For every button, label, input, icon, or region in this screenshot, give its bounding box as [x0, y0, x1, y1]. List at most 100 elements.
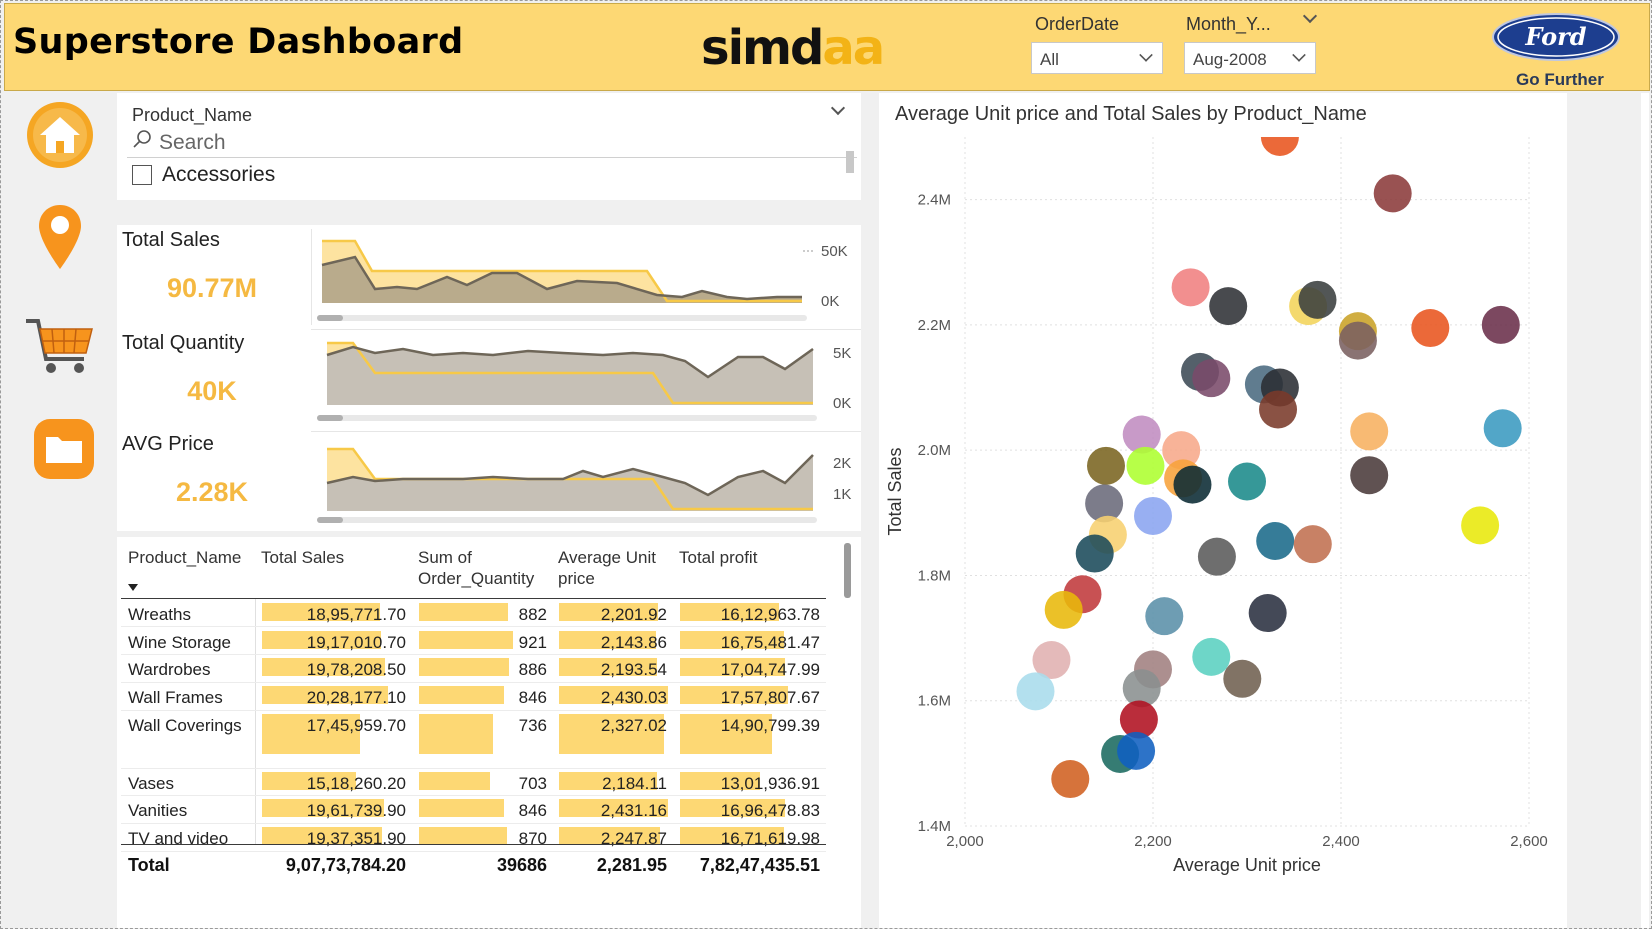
table-cell-sales: 19,17,010.70 — [306, 633, 406, 652]
scatter-point[interactable] — [1171, 268, 1210, 307]
scatter-point[interactable] — [1256, 522, 1295, 561]
data-bar-qty — [419, 631, 513, 649]
scatter-point[interactable] — [1223, 659, 1262, 698]
left-navigation — [4, 93, 116, 928]
slicer-scrollbar[interactable] — [846, 151, 854, 173]
scatter-point[interactable] — [1075, 534, 1114, 573]
data-bar-profit — [680, 686, 788, 704]
sales-trend-sparkline — [317, 239, 813, 321]
x-tick-label: 2,600 — [1510, 833, 1548, 850]
table-row-product-name: Vases — [128, 774, 174, 793]
kpi-total-quantity-value: 40K — [187, 376, 237, 406]
scatter-point[interactable] — [1122, 415, 1161, 454]
scatter-point[interactable] — [1411, 309, 1450, 348]
scatter-point[interactable] — [1481, 305, 1520, 344]
scatter-point[interactable] — [1293, 525, 1332, 564]
month-dropdown[interactable]: Aug-2008 — [1184, 42, 1316, 74]
scatter-point[interactable] — [1192, 637, 1231, 676]
kpi-avg-price-value: 2.28K — [175, 477, 249, 507]
data-bar-price — [559, 603, 658, 621]
total-avg-price: 2,281.95 — [596, 855, 667, 875]
scatter-point[interactable] — [1117, 731, 1156, 770]
sales-axis-top: 50K — [821, 243, 848, 260]
scatter-point[interactable] — [1259, 390, 1298, 429]
scatter-point[interactable] — [1197, 537, 1236, 576]
sort-descending-icon[interactable] — [128, 584, 138, 591]
data-bar-profit — [680, 603, 779, 621]
data-bar-qty — [419, 827, 507, 845]
table-cell-qty: 870 — [518, 829, 547, 848]
table-cell-sales: 18,95,771.70 — [306, 605, 406, 624]
scatter-point[interactable] — [1483, 409, 1522, 448]
x-tick-label: 2,000 — [946, 833, 984, 850]
chevron-down-icon[interactable] — [1302, 8, 1318, 24]
scatter-point[interactable] — [1032, 641, 1071, 680]
scatter-point[interactable] — [1119, 700, 1158, 739]
page-title: Superstore Dashboard — [13, 22, 464, 62]
kpi-total-quantity-label: Total Quantity — [122, 332, 245, 354]
scatter-point[interactable] — [1051, 760, 1090, 799]
table-cell-qty: 736 — [518, 716, 547, 735]
quantity-axis-bottom: 0K — [833, 395, 852, 412]
data-bar-qty — [419, 772, 490, 790]
col-header-product-name[interactable]: Product_Name — [128, 548, 242, 567]
scatter-point[interactable] — [1298, 280, 1337, 319]
table-cell-sales: 19,78,208.50 — [306, 660, 406, 679]
total-sales-sum: 9,07,73,784.20 — [285, 855, 406, 875]
y-tick-label: 1.4M — [918, 818, 951, 835]
accessories-label: Accessories — [162, 163, 276, 186]
scatter-point[interactable] — [1248, 594, 1287, 633]
scatter-point[interactable] — [1461, 506, 1500, 545]
scatter-point[interactable] — [1087, 446, 1125, 485]
table-cell-profit: 17,57,807.67 — [720, 688, 820, 707]
accessories-checkbox[interactable] — [132, 165, 152, 185]
table-cell-sales: 17,45,959.70 — [306, 716, 406, 735]
home-icon[interactable] — [26, 101, 94, 169]
col-header-total-profit[interactable]: Total profit — [679, 548, 758, 567]
kpi-avg-price-label: AVG Price — [122, 433, 214, 455]
scatter-point[interactable] — [1085, 484, 1124, 523]
col-header-order-quantity[interactable]: Sum of Order_Quantity — [418, 548, 535, 588]
table-scrollbar[interactable] — [844, 543, 851, 598]
table-cell-profit: 16,12,963.78 — [720, 605, 820, 624]
scatter-point[interactable] — [1192, 359, 1231, 398]
scatter-point[interactable] — [1173, 465, 1212, 504]
scatter-point[interactable] — [1350, 412, 1389, 451]
orderdate-dropdown[interactable]: All — [1031, 42, 1163, 74]
scatter-point[interactable] — [1016, 672, 1055, 711]
table-row-product-name: Wardrobes — [128, 660, 211, 679]
data-bar-sales — [262, 772, 356, 790]
data-bar-price — [559, 799, 668, 817]
table-cell-profit: 16,75,481.47 — [720, 633, 820, 652]
scatter-point[interactable] — [1260, 118, 1299, 156]
scatter-point[interactable] — [1350, 456, 1389, 495]
scatter-point[interactable] — [1338, 321, 1377, 360]
scatter-point[interactable] — [1122, 669, 1161, 708]
table-cell-sales: 15,18,260.20 — [306, 774, 406, 793]
x-tick-label: 2,200 — [1134, 833, 1172, 850]
y-tick-label: 2.2M — [918, 317, 951, 334]
product-search-input[interactable]: Search — [159, 131, 226, 154]
shopping-cart-icon[interactable] — [24, 315, 96, 377]
table-cell-qty: 921 — [518, 633, 547, 652]
scatter-point[interactable] — [1373, 174, 1412, 213]
col-header-total-sales[interactable]: Total Sales — [261, 548, 345, 567]
folder-icon[interactable] — [32, 417, 96, 481]
scatter-point[interactable] — [1162, 431, 1201, 470]
scatter-point[interactable] — [1209, 287, 1248, 326]
table-cell-price: 2,431.16 — [600, 801, 667, 820]
col-header-avg-unit-price[interactable]: Average Unit price — [558, 548, 656, 588]
scatter-point[interactable] — [1044, 590, 1083, 629]
table-cell-profit: 17,04,747.99 — [720, 660, 820, 679]
scatter-point[interactable] — [1126, 446, 1165, 485]
location-pin-icon[interactable] — [36, 203, 84, 273]
scatter-point[interactable] — [1228, 462, 1266, 501]
scatter-point[interactable] — [1145, 597, 1184, 636]
chevron-down-icon — [1139, 48, 1153, 62]
data-bar-profit — [680, 714, 772, 754]
table-row-product-name: Wreaths — [128, 605, 191, 624]
table-cell-price: 2,201.92 — [600, 605, 667, 624]
chevron-down-icon[interactable] — [830, 100, 846, 116]
scatter-point[interactable] — [1134, 496, 1172, 535]
